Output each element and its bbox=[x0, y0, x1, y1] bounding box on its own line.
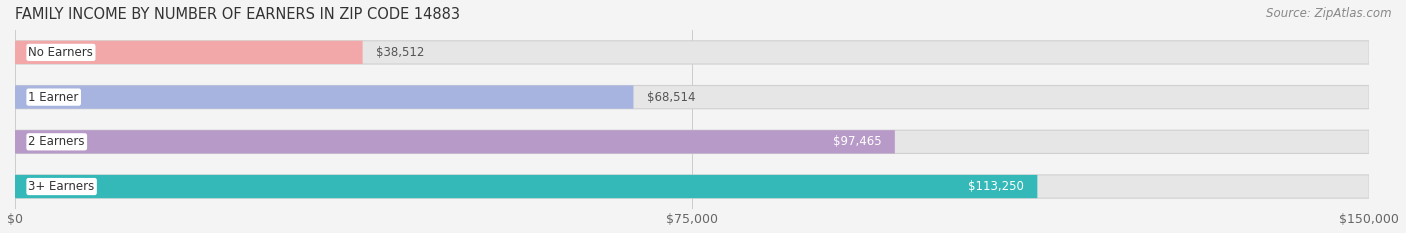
Text: $113,250: $113,250 bbox=[967, 180, 1024, 193]
FancyBboxPatch shape bbox=[15, 130, 1369, 154]
Text: 1 Earner: 1 Earner bbox=[28, 91, 79, 104]
FancyBboxPatch shape bbox=[15, 86, 1369, 109]
FancyBboxPatch shape bbox=[15, 175, 1369, 198]
FancyBboxPatch shape bbox=[15, 41, 363, 64]
Text: FAMILY INCOME BY NUMBER OF EARNERS IN ZIP CODE 14883: FAMILY INCOME BY NUMBER OF EARNERS IN ZI… bbox=[15, 7, 460, 22]
Text: $68,514: $68,514 bbox=[647, 91, 696, 104]
Text: No Earners: No Earners bbox=[28, 46, 93, 59]
FancyBboxPatch shape bbox=[15, 41, 1369, 64]
Text: $38,512: $38,512 bbox=[377, 46, 425, 59]
Text: 3+ Earners: 3+ Earners bbox=[28, 180, 94, 193]
Text: Source: ZipAtlas.com: Source: ZipAtlas.com bbox=[1267, 7, 1392, 20]
FancyBboxPatch shape bbox=[15, 130, 894, 154]
Text: 2 Earners: 2 Earners bbox=[28, 135, 84, 148]
FancyBboxPatch shape bbox=[15, 86, 634, 109]
FancyBboxPatch shape bbox=[15, 175, 1038, 198]
Text: $97,465: $97,465 bbox=[832, 135, 882, 148]
